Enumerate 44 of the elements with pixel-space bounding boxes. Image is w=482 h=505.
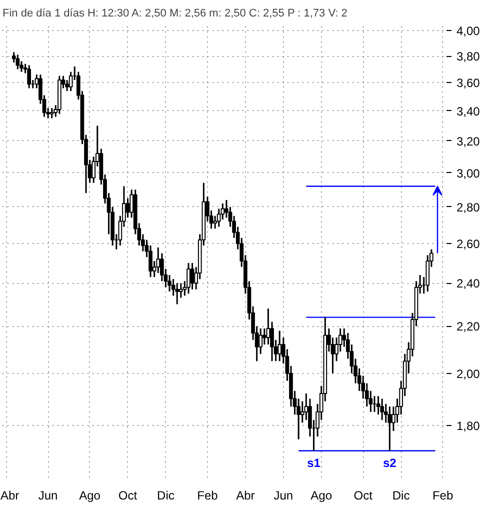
x-tick-label: Abr [0,488,20,502]
x-tick-label: Jun [38,488,58,502]
y-tick-label: 2,20 [456,320,480,334]
candlestick [216,208,221,228]
candlestick [258,328,263,355]
y-tick-label: 1,80 [456,418,480,433]
candlestick [262,328,266,346]
x-tick-label: Ago [79,488,101,502]
x-tick-label: Dic [392,488,410,502]
x-tick-label: Abr [236,488,255,502]
y-tick-label: 3,60 [456,76,480,90]
candlestick [388,406,392,452]
y-tick-label: 3,40 [456,104,480,118]
x-tick-label: Oct [354,488,374,502]
y-tick-label: 3,00 [456,166,480,180]
candlestick [278,330,282,362]
y-tick-label: 3,80 [456,50,480,64]
x-tick-label: Oct [118,488,138,502]
candlestick [190,262,194,290]
candlestick [50,107,54,120]
y-tick-label: 3,20 [456,134,480,148]
candlestick [126,197,130,218]
x-tick-label: Jun [274,488,294,502]
y-tick-label: 2,60 [456,237,480,252]
candlestick [266,308,270,346]
annotation: s1 [307,456,321,470]
candlestick [65,79,69,92]
y-tick-label: 2,80 [456,200,480,214]
candlestick [156,246,160,274]
y-tick-label: 2,40 [456,276,480,291]
candlestick [16,54,20,70]
chart-title: Fin de día 1 días H: 12:30 A: 2,50 M: 2,56 m: 2,50 C: 2,55 P : 1,73 V: 2 [2,8,348,20]
annotation: s2 [382,456,397,470]
candlestick [380,398,384,421]
x-tick-label: Dic [157,488,174,502]
candlestick [175,282,180,305]
candlestick [27,64,31,90]
x-tick-label: Feb [197,488,218,502]
candlestick [186,262,190,294]
candlestick [178,282,183,299]
x-tick-label: Ago [310,488,332,502]
y-tick-label: 4,00 [456,24,480,38]
y-tick-label: 2,00 [456,366,480,381]
x-tick-label: Feb [432,488,454,502]
